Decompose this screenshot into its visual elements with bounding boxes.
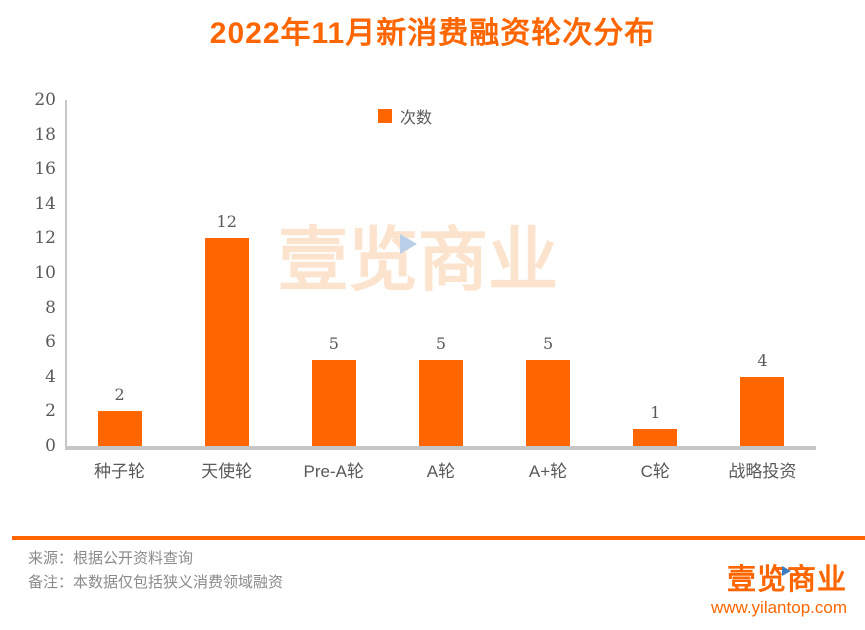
y-tick-label: 8 (45, 297, 56, 318)
x-category-label: 战略投资 (728, 462, 797, 481)
brand-logo: 壹览商业 (727, 563, 847, 597)
footer-divider (12, 536, 865, 540)
bar-A轮 (419, 359, 463, 446)
y-tick-label: 16 (34, 159, 56, 180)
y-tick-label: 6 (45, 332, 56, 353)
x-category-label: A+轮 (528, 462, 568, 481)
y-tick-label: 2 (45, 401, 56, 422)
bar-value-label: 12 (216, 212, 237, 232)
footer-note: 备注：本数据仅包括狭义消费领域融资 (28, 574, 284, 591)
watermark-text: 壹览商业 (278, 221, 558, 299)
bar-value-label: 1 (650, 402, 661, 422)
x-category-label: C轮 (640, 462, 670, 481)
y-tick-label: 12 (34, 228, 56, 249)
bar-value-label: 5 (543, 333, 554, 353)
bar-A+轮 (526, 359, 571, 446)
y-tick-label: 18 (34, 124, 56, 145)
legend: 次数 (378, 104, 432, 128)
chart-title: 2022年11月新消费融资轮次分布 (209, 17, 656, 50)
y-tick-label: 4 (45, 366, 56, 387)
bar-种子轮 (97, 411, 142, 446)
y-tick-label: 0 (45, 436, 56, 456)
y-tick-label: 10 (34, 263, 56, 283)
bar-value-label: 2 (114, 385, 125, 405)
y-tick-label: 14 (34, 193, 56, 214)
legend-label: 次数 (400, 110, 433, 127)
x-category-label: 种子轮 (94, 462, 145, 481)
y-axis-line (65, 100, 67, 446)
brand-url: www.yilantop.com (710, 598, 847, 617)
bar-战略投资 (740, 376, 785, 446)
bar-C轮 (633, 428, 678, 446)
bar-value-label: 5 (328, 333, 339, 353)
bar-value-label: 4 (757, 350, 768, 370)
brand-block: 壹览商业 www.yilantop.com (711, 563, 847, 619)
x-axis-line (65, 446, 816, 450)
legend-swatch-icon (378, 109, 392, 123)
x-category-label: 天使轮 (201, 462, 253, 481)
brand-play-triangle-icon (782, 566, 791, 576)
footer-source: 来源：根据公开资料查询 (28, 550, 194, 567)
bar-Pre-A轮 (311, 359, 356, 446)
y-tick-label: 20 (34, 90, 56, 110)
bar-value-label: 5 (435, 333, 447, 353)
play-triangle-icon (400, 234, 417, 254)
x-category-label: Pre-A轮 (303, 462, 365, 481)
bar-天使轮 (204, 238, 249, 446)
x-category-label: A轮 (426, 462, 456, 481)
